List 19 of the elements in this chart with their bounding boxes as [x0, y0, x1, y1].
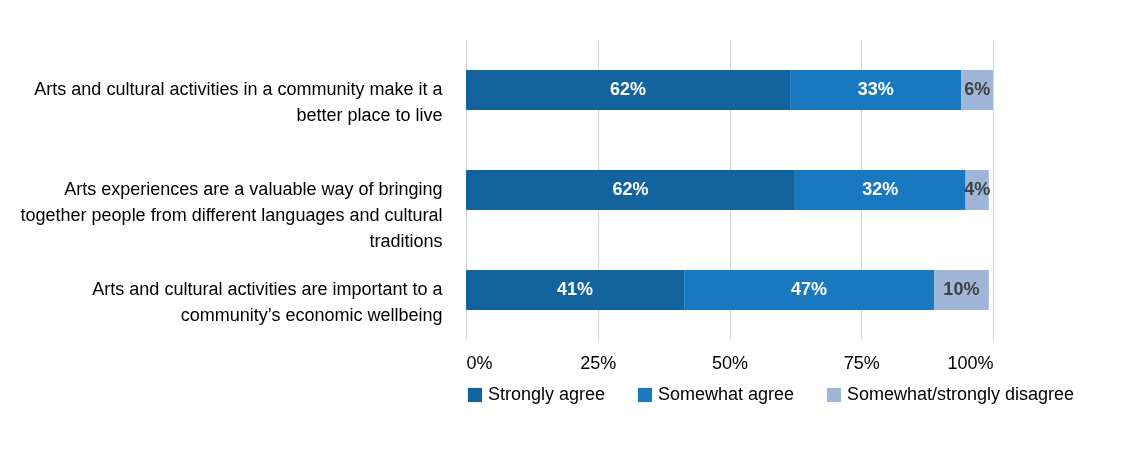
data-label: 47% [791, 279, 828, 299]
y-tick-label: Arts and cultural activities are important to a community’s economic wellbeing [92, 279, 444, 325]
data-label: 6% [964, 79, 991, 99]
data-label: 10% [943, 279, 980, 299]
x-tick-label: 75% [843, 352, 880, 373]
x-tick-label: 0% [466, 352, 493, 373]
y-tick-label: Arts and cultural activities in a community make it a better place to live [34, 79, 444, 125]
data-label: 32% [862, 179, 899, 199]
legend-label: Strongly agree [488, 384, 606, 404]
x-tick-label: 50% [711, 352, 749, 373]
x-tick-label: 25% [580, 352, 617, 373]
legend-label: Somewhat/strongly disagree [847, 384, 1075, 404]
legend-label: Somewhat agree [658, 384, 795, 404]
data-label: 62% [612, 179, 649, 199]
y-tick-label: Arts experiences are a valuable way of bringing together people from different languages and cultural traditions [20, 179, 443, 251]
data-label: 41% [557, 279, 594, 299]
data-label: 33% [857, 79, 894, 99]
data-label: 62% [610, 79, 647, 99]
x-tick-label: 100% [947, 352, 994, 373]
